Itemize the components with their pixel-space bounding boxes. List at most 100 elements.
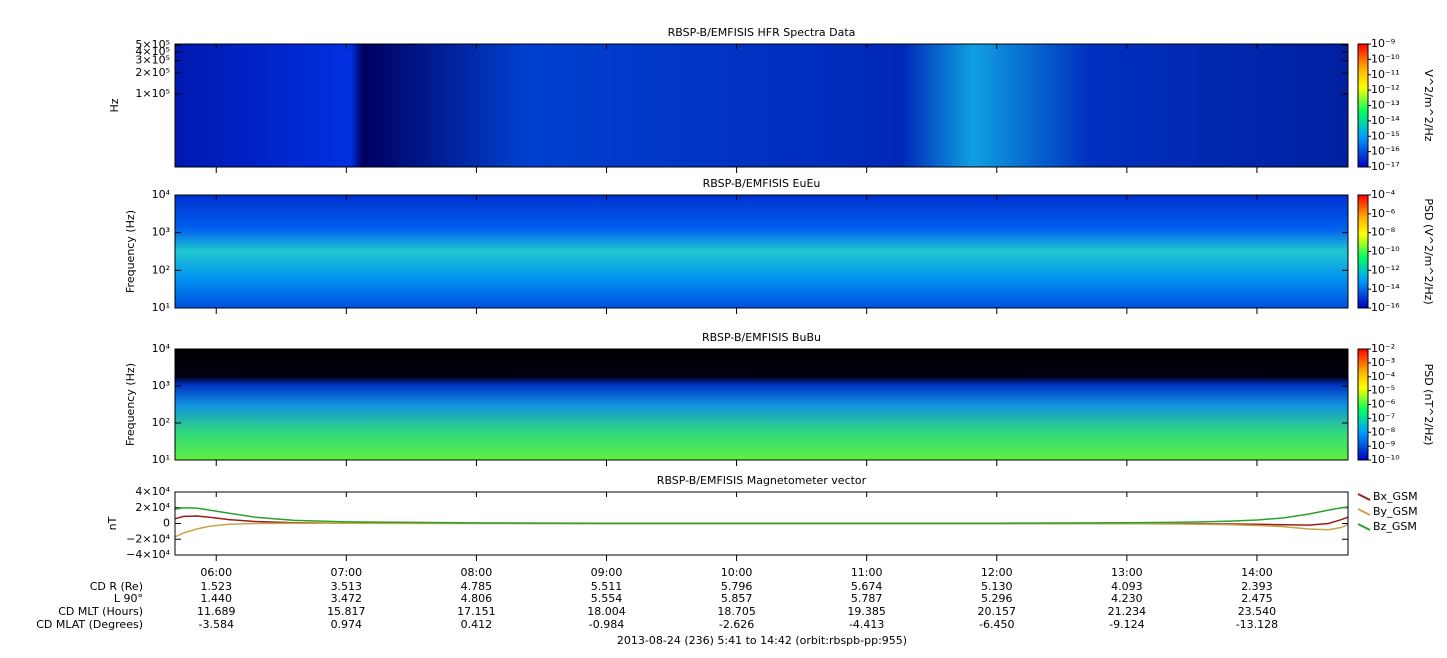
ephemeris-value: 2.475 bbox=[1241, 592, 1273, 605]
legend-swatch bbox=[1357, 493, 1371, 501]
y-tick-label: 5×10⁵ bbox=[135, 38, 170, 51]
colorbar-label: V^2/m^2/Hz bbox=[1422, 69, 1435, 141]
x-tick-label: 13:00 bbox=[1111, 566, 1143, 579]
ephemeris-value: 20.157 bbox=[978, 605, 1017, 618]
colorbar-tick-label: 10⁻⁴ bbox=[1371, 370, 1396, 383]
y-tick-label: 10¹ bbox=[152, 453, 170, 466]
y-tick-label: 10⁴ bbox=[152, 342, 171, 355]
ephemeris-value: 5.511 bbox=[591, 580, 623, 593]
y-tick-label: −4×10⁴ bbox=[126, 548, 170, 561]
ephemeris-value: -2.626 bbox=[719, 618, 754, 631]
ephemeris-value: 19.385 bbox=[847, 605, 886, 618]
ephemeris-value: 0.974 bbox=[331, 618, 363, 631]
colorbar-tick-label: 10⁻³ bbox=[1371, 356, 1395, 369]
ephemeris-value: 2.393 bbox=[1241, 580, 1273, 593]
ephemeris-value: -3.584 bbox=[199, 618, 234, 631]
colorbar-tick-label: 10⁻¹¹ bbox=[1371, 68, 1400, 81]
footer: 2013-08-24 (236) 5:41 to 14:42 (orbit:rb… bbox=[617, 634, 907, 647]
colorbar-tick-label: 10⁻¹² bbox=[1371, 83, 1400, 96]
ephemeris-value: -4.413 bbox=[849, 618, 884, 631]
colorbar-tick-label: 10⁻⁹ bbox=[1371, 37, 1395, 50]
ephemeris-value: 11.689 bbox=[197, 605, 236, 618]
panel-title: RBSP-B/EMFISIS Magnetometer vector bbox=[657, 474, 867, 487]
ephemeris-value: 18.004 bbox=[587, 605, 626, 618]
ephemeris-value: 0.412 bbox=[461, 618, 493, 631]
ephemeris-value: 4.806 bbox=[461, 592, 493, 605]
colorbar-tick-label: 10⁻¹⁶ bbox=[1371, 301, 1400, 314]
ephemeris-value: 4.230 bbox=[1111, 592, 1143, 605]
ephemeris-label: CD MLAT (Degrees) bbox=[36, 618, 143, 631]
ephemeris-value: 5.787 bbox=[851, 592, 883, 605]
ephemeris-value: -6.450 bbox=[979, 618, 1014, 631]
series-line bbox=[174, 506, 1349, 525]
series-line bbox=[174, 522, 1349, 538]
colorbar bbox=[1357, 348, 1369, 461]
y-axis-label: nT bbox=[106, 516, 119, 530]
colorbar-tick-label: 10⁻¹⁵ bbox=[1371, 129, 1400, 142]
ephemeris-value: 15.817 bbox=[327, 605, 366, 618]
ephemeris-value: 5.857 bbox=[721, 592, 753, 605]
colorbar-tick-label: 10⁻⁶ bbox=[1371, 398, 1396, 411]
y-tick-label: 3×10⁵ bbox=[135, 54, 170, 67]
colorbar-tick-label: 10⁻¹⁰ bbox=[1371, 245, 1400, 258]
y-tick-label: 10² bbox=[152, 416, 170, 429]
ephemeris-value: 5.796 bbox=[721, 580, 753, 593]
x-tick-label: 08:00 bbox=[461, 566, 493, 579]
ephemeris-value: 3.472 bbox=[331, 592, 363, 605]
colorbar-tick-label: 10⁻⁵ bbox=[1371, 384, 1395, 397]
legend-label: By_GSM bbox=[1373, 505, 1418, 518]
x-tick-label: 09:00 bbox=[591, 566, 623, 579]
ephemeris-label: CD MLT (Hours) bbox=[58, 605, 143, 618]
spectrogram-image bbox=[175, 349, 1348, 460]
y-axis-label: Hz bbox=[108, 98, 121, 112]
panel-title: RBSP-B/EMFISIS BuBu bbox=[702, 331, 821, 344]
legend-swatch bbox=[1357, 523, 1371, 531]
y-tick-label: 2×10⁵ bbox=[135, 66, 170, 79]
colorbar-tick-label: 10⁻¹⁰ bbox=[1371, 52, 1400, 65]
spectrogram-image bbox=[175, 44, 1348, 167]
x-tick-label: 06:00 bbox=[200, 566, 232, 579]
legend-swatch bbox=[1357, 508, 1371, 516]
ephemeris-value: 18.705 bbox=[717, 605, 756, 618]
plot-frame bbox=[174, 491, 1349, 556]
y-tick-label: 0 bbox=[163, 517, 170, 530]
y-axis-label: Frequency (Hz) bbox=[124, 363, 137, 446]
ephemeris-value: 5.130 bbox=[981, 580, 1013, 593]
colorbar-label: PSD (V^2/m^2/Hz) bbox=[1422, 198, 1435, 304]
y-axis-label: Frequency (Hz) bbox=[124, 210, 137, 293]
x-tick-label: 14:00 bbox=[1241, 566, 1273, 579]
colorbar-tick-label: 10⁻¹² bbox=[1371, 263, 1400, 276]
x-tick-label: 07:00 bbox=[330, 566, 362, 579]
colorbar bbox=[1357, 43, 1369, 168]
ephemeris-label: L 90° bbox=[114, 592, 143, 605]
colorbar-tick-label: 10⁻⁶ bbox=[1371, 207, 1396, 220]
x-tick-label: 11:00 bbox=[851, 566, 883, 579]
plot-frame bbox=[174, 43, 1349, 168]
colorbar-tick-label: 10⁻¹⁴ bbox=[1371, 282, 1400, 295]
colorbar-tick-label: 10⁻¹⁴ bbox=[1371, 114, 1400, 127]
ephemeris-value: 23.540 bbox=[1238, 605, 1277, 618]
ephemeris-value: -13.128 bbox=[1236, 618, 1278, 631]
plot-frame bbox=[174, 348, 1349, 461]
colorbar-tick-label: 10⁻¹³ bbox=[1371, 99, 1400, 112]
y-tick-label: −2×10⁴ bbox=[126, 532, 170, 545]
colorbar-tick-label: 10⁻⁷ bbox=[1371, 411, 1395, 424]
ephemeris-value: 3.513 bbox=[331, 580, 363, 593]
y-tick-label: 4×10⁴ bbox=[135, 485, 170, 498]
ephemeris-value: 5.296 bbox=[981, 592, 1013, 605]
ephemeris-value: 4.093 bbox=[1111, 580, 1143, 593]
y-tick-label: 2×10⁴ bbox=[135, 501, 170, 514]
spectrogram-image bbox=[175, 195, 1348, 308]
plot-frame bbox=[174, 194, 1349, 309]
y-tick-label: 10² bbox=[152, 263, 170, 276]
x-tick-label: 12:00 bbox=[981, 566, 1013, 579]
y-tick-label: 1×10⁵ bbox=[135, 87, 170, 100]
ephemeris-label: CD R (Re) bbox=[90, 580, 143, 593]
y-tick-label: 10¹ bbox=[152, 301, 170, 314]
ephemeris-value: 5.554 bbox=[591, 592, 623, 605]
y-tick-label: 4×10⁵ bbox=[135, 45, 170, 58]
colorbar-tick-label: 10⁻⁸ bbox=[1371, 425, 1396, 438]
legend-label: Bz_GSM bbox=[1373, 520, 1417, 533]
colorbar-tick-label: 10⁻⁴ bbox=[1371, 188, 1396, 201]
